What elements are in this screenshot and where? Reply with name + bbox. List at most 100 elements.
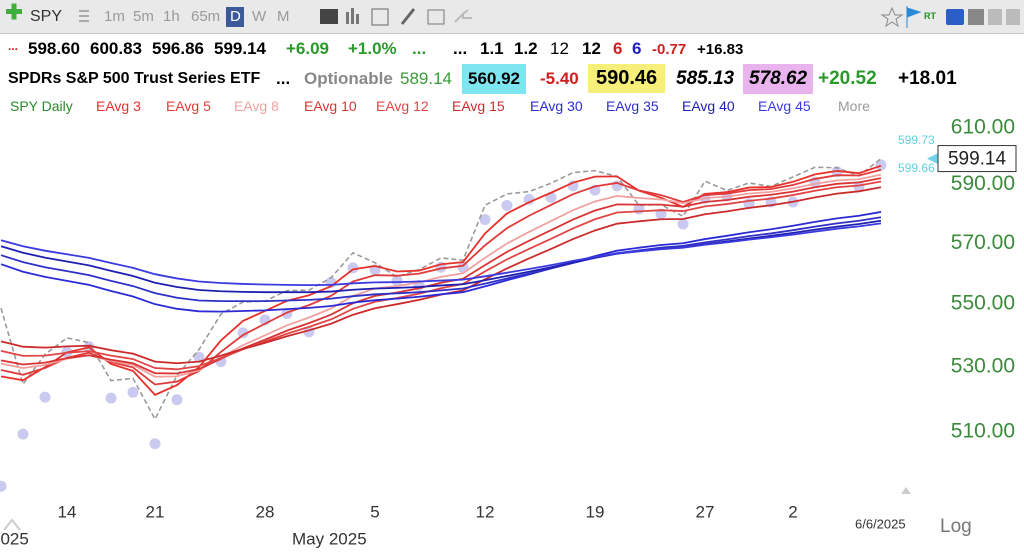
info-item: 560.92 [462,64,526,94]
ema-line [0,222,882,287]
interval[interactable]: D [230,8,241,25]
low-dot [655,208,667,220]
quote-item: 599.14 [214,39,266,58]
quote-item: 1.2 [514,39,538,58]
info-item: 589.14 [400,69,452,88]
date-label: 6/6/2025 [855,516,906,531]
legend-entry[interactable]: EAvg 8 [234,98,279,114]
low-dot [149,438,161,450]
ema-line [0,177,882,375]
low-dot [39,391,51,403]
quote-item: +1.0% [348,39,397,58]
low-dot [457,261,469,273]
info-item: 578.62 [743,64,814,94]
low-dot [875,159,887,171]
info-item: 590.46 [588,64,666,93]
quote-item: 12 [582,39,601,58]
quote-item: ... [453,39,468,58]
quote-item: 6 [632,39,642,58]
ema-line [0,180,882,371]
x-tick-label: 27 [696,502,715,521]
price-marker: 599.66 [898,161,935,175]
ema-line [0,164,882,396]
rt-icon[interactable]: RT [924,11,936,21]
legend-more[interactable]: More [838,98,870,114]
info-row: SPDRs S&P 500 Trust Series ETF ... Optio… [0,64,1024,94]
x-tick-label: 5 [370,502,379,521]
low-dot [105,392,117,404]
quote-item: 600.83 [90,39,142,58]
legend-entry[interactable]: EAvg 45 [758,98,811,114]
legend-entry[interactable]: EAvg 12 [376,98,429,114]
info-item: -5.40 [540,69,579,88]
toolbar: SPY 1m 5m 1h 65m D W M RT [0,0,1024,34]
ema-line [0,216,882,302]
legend-title[interactable]: SPY Daily [10,98,73,114]
low-dot [853,181,865,193]
quote-item: 596.86 [152,39,204,58]
low-dot [479,214,491,226]
interval[interactable]: 1h [163,8,180,25]
symbol[interactable]: SPY [30,8,63,25]
low-dot [237,327,249,339]
quote-item: ... [412,39,427,58]
low-dot [0,480,7,492]
legend-entry[interactable]: EAvg 40 [682,98,735,114]
low-dot [171,394,183,406]
x-tick-label: 28 [256,502,275,521]
y-tick-label: 530.00 [951,354,1015,377]
info-item: Optionable [304,69,393,88]
low-dot [17,428,29,440]
info-item: ... [276,69,291,88]
price-marker: 599.73 [898,133,935,147]
legend-entry[interactable]: EAvg 15 [452,98,505,114]
info-item: 585.13 [676,68,735,89]
interval[interactable]: M [277,8,290,25]
scale-label: Log [940,516,972,537]
ema-line [0,173,882,378]
info-item: +20.52 [818,68,877,89]
corner-arrow [3,518,21,531]
quote-item: ... [8,39,19,53]
legend: SPY Daily EAvg 3 EAvg 5 EAvg 8 EAvg 10 EAvg … [0,95,1024,117]
price-box [937,145,1017,173]
quote-item: +6.09 [286,39,330,58]
y-tick-label: 550.00 [951,291,1015,314]
chart: 510.00 530.00 550.00 570.00 590.00 610.00 14 21… [0,116,1017,548]
x-tick-label: 21 [146,502,165,521]
quote-row: ... 598.60 600.83 596.86 599.14 +6.09 +1… [0,34,1024,64]
quote-item: 598.60 [28,39,80,58]
scale-arrow [901,487,911,494]
low-dot [193,351,205,363]
x-tick-label: 14 [58,502,77,521]
legend-entry[interactable]: EAvg 3 [96,98,141,114]
price-pointer [927,152,939,165]
low-dot [391,275,403,287]
interval[interactable]: 65m [191,8,221,25]
ema-line [0,168,882,386]
quote-item: 6 [613,39,623,58]
interval[interactable]: W [252,8,267,25]
legend-entry[interactable]: EAvg 5 [166,98,211,114]
legend-entry[interactable]: EAvg 35 [606,98,659,114]
info-item: +18.01 [898,68,957,89]
legend-entry[interactable]: EAvg 10 [304,98,357,114]
y-tick-label: 510.00 [951,420,1015,443]
y-tick-label: 590.00 [951,172,1015,195]
y-tick-label: 610.00 [951,116,1015,139]
y-tick-label: 570.00 [951,231,1015,254]
ema-line [0,219,882,294]
x-tick-label: 19 [586,502,605,521]
low-dot [677,218,689,230]
interval[interactable]: 1m [104,8,125,25]
x-tick-label: 12 [476,502,495,521]
quote-item: 12 [550,39,569,58]
period-label: May 2025 [292,529,367,548]
legend-entry[interactable]: EAvg 30 [530,98,583,114]
low-dot [501,200,513,212]
ema-line [0,211,882,313]
interval[interactable]: 5m [133,8,154,25]
last-price: 599.14 [948,149,1007,170]
period-label: 2025 [0,529,29,548]
